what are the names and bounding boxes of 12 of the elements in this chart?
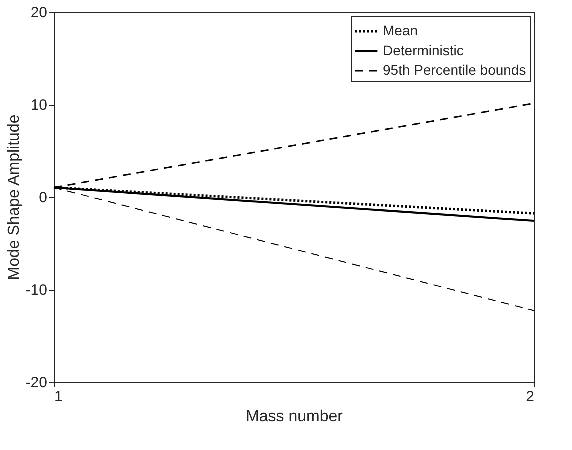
- legend-label: Mean: [383, 22, 418, 38]
- y-tick-label: 20: [30, 4, 48, 22]
- y-tick-label: -20: [26, 374, 48, 392]
- y-tick-label: 10: [30, 97, 48, 114]
- y-axis-title: Mode Shape Amplitude: [6, 114, 23, 280]
- y-tick-label: -10: [26, 282, 48, 299]
- y-tick-label: 0: [39, 190, 48, 206]
- x-tick-label: 1: [54, 388, 63, 406]
- x-axis-title: Mass number: [246, 408, 344, 426]
- legend-label: 95th Percentile bounds: [383, 62, 526, 78]
- legend-label: Deterministic: [383, 42, 464, 58]
- x-tick-label: 2: [526, 388, 534, 406]
